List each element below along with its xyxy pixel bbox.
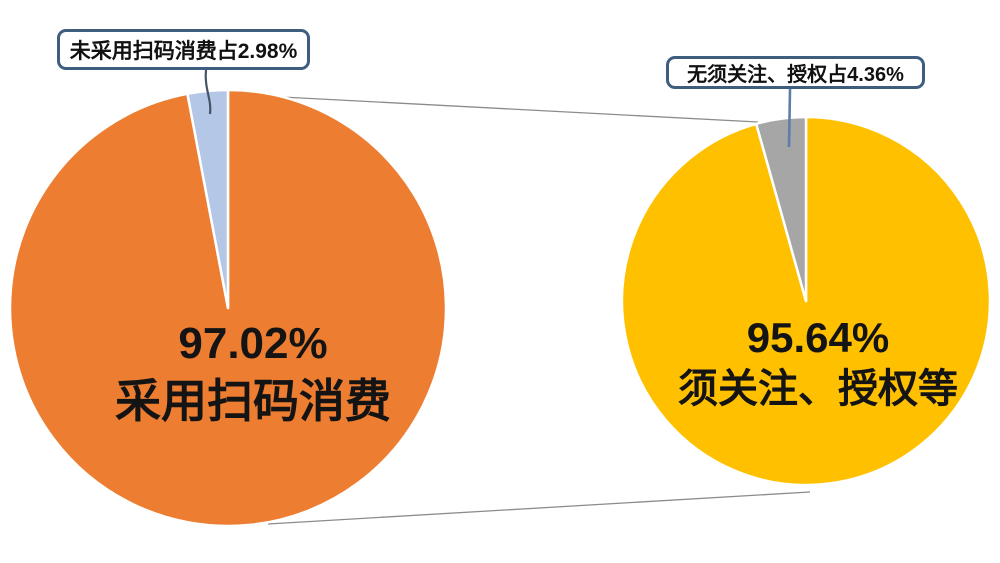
connector-line-bottom (267, 491, 811, 525)
right-callout-label: 无须关注、授权占4.36% (666, 56, 925, 89)
right-callout-leader-line (787, 88, 792, 148)
right-pie-category-text: 须关注、授权等 (678, 367, 958, 411)
left-callout-leader-line (204, 69, 212, 115)
no-need-follow-auth-slice (754, 115, 808, 303)
left-callout-label: 未采用扫码消费占2.98% (57, 29, 310, 70)
connector-line-top (262, 95, 759, 123)
right-pie-follow-authorize (620, 115, 992, 487)
right-pie-center-label: 95.64% 须关注、授权等 (658, 314, 978, 416)
right-pie-percent-value: 95.64% (746, 314, 890, 361)
left-pie-scan-code-consumption (8, 88, 448, 528)
left-pie-category-text: 采用扫码消费 (115, 375, 391, 427)
left-pie-center-label: 97.02% 采用扫码消费 (88, 318, 418, 432)
left-pie-percent-value: 97.02% (178, 319, 328, 368)
